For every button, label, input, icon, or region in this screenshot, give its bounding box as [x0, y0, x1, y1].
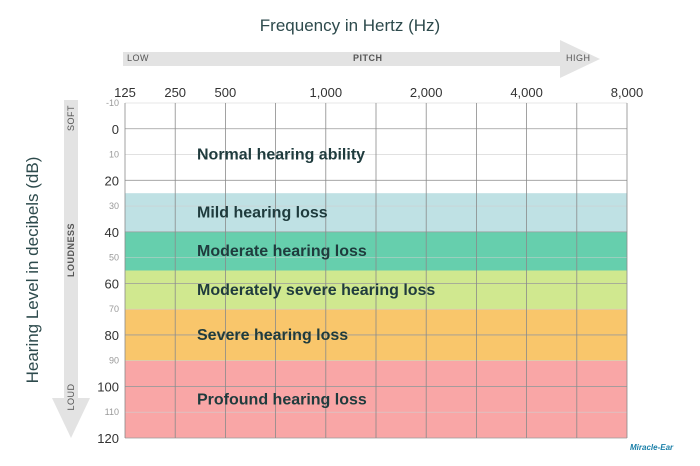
loudness-arrow — [64, 100, 78, 400]
pitch-arrow — [123, 52, 563, 66]
y-tick-label: 120 — [97, 431, 119, 446]
x-tick-label: 4,000 — [510, 85, 543, 100]
pitch-high-label: HIGH — [566, 53, 591, 63]
band-label: Moderate hearing loss — [197, 243, 367, 260]
band-label: Moderately severe hearing loss — [197, 282, 435, 299]
x-tick-label: 2,000 — [410, 85, 443, 100]
y-tick-label: 10 — [109, 150, 119, 160]
x-tick-label: 125 — [114, 85, 136, 100]
x-tick-label: 500 — [215, 85, 237, 100]
y-tick-label: 110 — [105, 407, 119, 417]
y-tick-label: 60 — [105, 276, 119, 291]
y-tick-label: 90 — [109, 356, 119, 366]
y-tick-label: 30 — [109, 201, 119, 211]
x-tick-label: 250 — [164, 85, 186, 100]
y-tick-label: 70 — [109, 304, 119, 314]
x-tick-label: 1,000 — [310, 85, 343, 100]
x-tick-label: 8,000 — [611, 85, 644, 100]
pitch-label: PITCH — [353, 53, 383, 63]
band-label: Profound hearing loss — [197, 391, 367, 408]
miracle-ear-logo: Miracle-Ear — [630, 443, 674, 452]
y-tick-label: 50 — [109, 253, 119, 263]
y-tick-label: 0 — [112, 122, 119, 137]
band-label: Normal hearing ability — [197, 147, 365, 164]
y-tick-label: 20 — [105, 173, 119, 188]
y-tick-label: 100 — [97, 379, 119, 394]
band-label: Mild hearing loss — [197, 205, 328, 222]
pitch-arrow-head — [560, 40, 600, 78]
y-tick-label: 80 — [105, 328, 119, 343]
y-tick-label: -10 — [106, 98, 119, 108]
chart-title: Frequency in Hertz (Hz) — [259, 16, 441, 35]
loudness-arrow-head — [52, 398, 90, 438]
pitch-low-label: LOW — [127, 53, 150, 63]
y-tick-label: 40 — [105, 225, 119, 240]
band-label: Severe hearing loss — [197, 327, 348, 344]
